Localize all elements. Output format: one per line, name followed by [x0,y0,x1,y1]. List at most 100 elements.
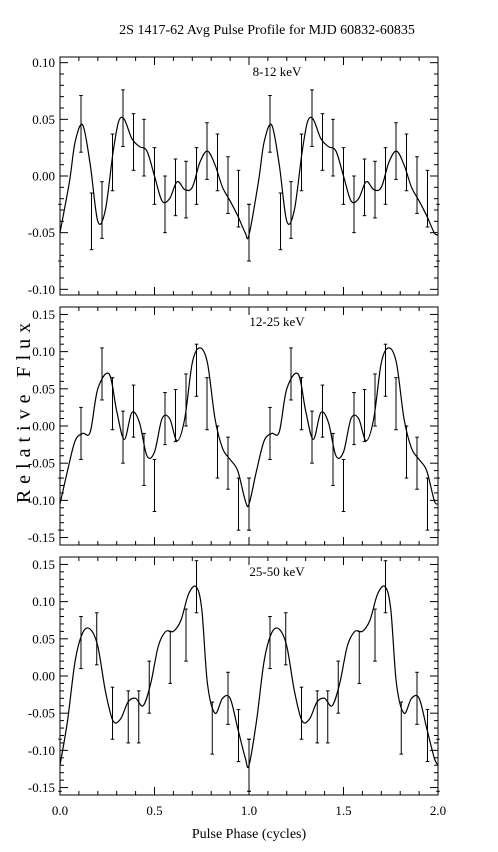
error-bar [126,690,131,744]
error-bar [341,458,346,513]
error-bar [404,133,409,192]
error-bar [184,373,188,427]
error-bar [352,392,356,446]
error-bar [121,89,125,148]
error-bar [289,181,293,239]
error-bar [247,738,251,792]
error-bar [110,133,115,192]
error-bar [310,89,314,148]
y-tick-label: 0.05 [32,112,55,127]
error-bar [210,701,215,755]
error-bar [142,432,146,486]
error-bar [100,347,104,401]
error-bar [399,701,404,755]
y-tick-label: 0.10 [32,55,55,70]
y-tick-label: 0.00 [32,169,55,184]
y-tick-label: 0.00 [32,669,55,684]
energy-band-label: 25-50 keV [249,564,305,579]
y-tick-label: 0.15 [32,307,55,322]
error-bar [299,133,304,192]
y-tick-label: -0.05 [28,225,55,240]
energy-band-label: 8-12 keV [253,64,302,79]
error-bar [415,436,419,490]
x-tick-label: 0.5 [146,803,162,818]
y-tick-label: 0.10 [32,344,55,359]
error-bar [283,612,288,666]
error-bar [425,708,430,763]
panel-2: 0.15 0.10 0.05 0.00 -0.05 -0.10 -0.15 12-25 keV [28,306,440,546]
error-bar [268,616,272,670]
error-bar [425,477,430,531]
error-bar [205,122,209,180]
error-bar [383,560,388,614]
error-bar [268,95,272,153]
error-bar [415,671,419,725]
y-tick-label: -0.15 [28,780,55,795]
error-bar [362,389,367,443]
error-bar [289,347,293,401]
error-bar [331,118,335,177]
x-tick-label: 0.0 [52,803,68,818]
y-tick-label: -0.10 [28,493,55,508]
error-bar [215,425,220,479]
error-bar [341,147,346,205]
error-bar [89,192,94,251]
y-tick-label: 0.05 [32,631,55,646]
error-bar [226,671,230,725]
error-bar [226,436,230,490]
error-bar [404,425,409,479]
y-tick-label: -0.05 [28,456,55,471]
error-bar [436,477,440,531]
error-bar [373,160,377,219]
y-tick-label: -0.10 [28,743,55,758]
y-tick-label: 0.15 [32,557,55,572]
y-tick-label: -0.15 [28,530,55,545]
error-bar [315,690,320,744]
error-bar [436,203,440,262]
error-bar [325,690,330,744]
y-tick-label: -0.05 [28,706,55,721]
error-bar [136,690,141,744]
error-bar [58,477,62,531]
error-bar [173,389,178,443]
y-axis-label: Relative Flux [13,317,35,503]
error-bar [194,343,199,397]
error-bar [205,377,209,431]
error-bar [131,113,136,171]
error-bar [58,738,62,792]
error-bar [352,175,356,234]
x-axis-label: Pulse Phase (cycles) [192,827,307,842]
error-bar [58,203,62,262]
error-bar [268,406,272,460]
y-tick-label: 0.05 [32,381,55,396]
error-bar [110,686,115,740]
panel-1: 0.10 0.05 0.00 -0.05 -0.10 8-12 keV [28,55,440,297]
error-bar [362,158,367,217]
error-bar [152,147,157,205]
error-bar [94,612,99,666]
error-bar [215,133,220,192]
error-bar [299,686,304,740]
y-tick-label: 0.00 [32,419,55,434]
error-bar [163,392,167,446]
error-bar [247,477,251,531]
error-bar [236,708,241,763]
error-bar [100,181,104,239]
error-bar [415,156,419,214]
error-bar [278,192,283,251]
error-bar [383,343,388,397]
error-bar [310,410,314,464]
error-bar [194,560,199,614]
error-bar [320,384,325,438]
error-bar [383,147,388,205]
error-bar [173,158,178,217]
error-bar [247,203,251,262]
error-bar [131,384,136,438]
x-tick-label: 2.0 [430,803,446,818]
error-bar [236,169,241,228]
error-bar [147,660,152,714]
x-tick-label: 1.5 [335,803,351,818]
error-bar [142,118,146,177]
energy-band-label: 12-25 keV [249,314,305,329]
